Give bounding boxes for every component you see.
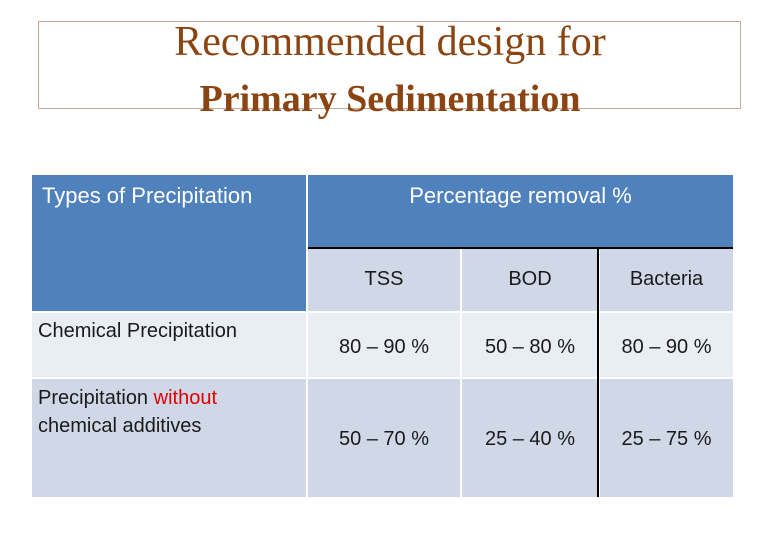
header-types-cell: Types of Precipitation — [32, 175, 306, 311]
table-row-1-type: Chemical Precipitation — [32, 313, 306, 377]
row-2-type-label: Precipitation without chemical additives — [38, 384, 217, 440]
row-1-bod: 50 – 80 % — [462, 313, 598, 377]
column-header-bod: BOD — [462, 248, 598, 311]
header-divider-line — [308, 247, 733, 249]
row-1-type-label: Chemical Precipitation — [38, 320, 237, 342]
row-2-type-part1: Precipitation — [38, 387, 154, 409]
header-percentage-cell: Percentage removal % — [308, 175, 733, 248]
column-divider-line — [597, 248, 599, 497]
row-2-type-part2: chemical additives — [38, 415, 202, 437]
column-header-tss: TSS — [308, 248, 460, 311]
title-line-1: Recommended design for — [174, 19, 606, 65]
row-2-type-highlight: without — [153, 387, 217, 409]
title-box — [38, 21, 741, 109]
header-percentage-label: Percentage removal % — [409, 183, 632, 208]
row-2-tss: 50 – 70 % — [308, 379, 460, 497]
title-line-2: Primary Sedimentation — [199, 78, 581, 120]
row-1-bacteria: 80 – 90 % — [600, 313, 733, 377]
column-header-bacteria: Bacteria — [600, 248, 733, 311]
header-types-label: Types of Precipitation — [42, 183, 253, 208]
row-2-bacteria: 25 – 75 % — [600, 379, 733, 497]
row-2-bod: 25 – 40 % — [462, 379, 598, 497]
row-1-tss: 80 – 90 % — [308, 313, 460, 377]
table-row-2-type: Precipitation without chemical additives — [32, 379, 306, 497]
